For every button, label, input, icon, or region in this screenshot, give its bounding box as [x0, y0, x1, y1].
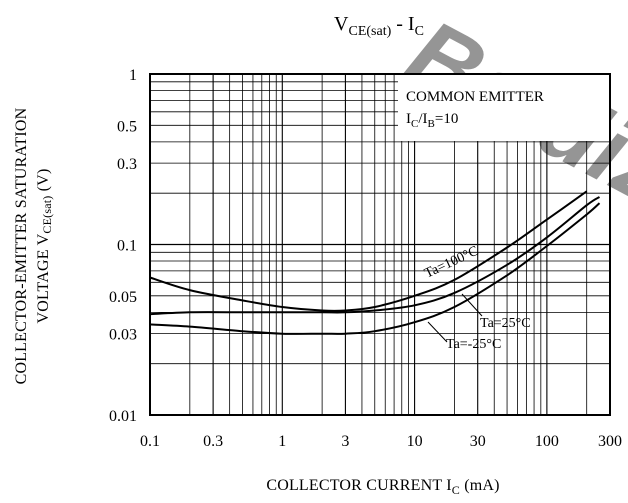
leader-line-ta-neg25 [427, 321, 448, 343]
x-tick-label: 10 [407, 433, 423, 450]
y-axis-title-line2: VOLTAGE VCE(sat) (V) [35, 169, 54, 324]
leader-line-ta-25 [461, 293, 483, 317]
y-tick-label: 0.03 [109, 327, 137, 344]
x-tick-label: 0.1 [140, 433, 160, 450]
series-line-2 [149, 202, 601, 335]
plot-frame [149, 73, 611, 416]
y-tick-label: 0.01 [109, 408, 137, 425]
annotation-common-emitter: COMMON EMITTER [406, 89, 544, 105]
series-line-1 [149, 196, 601, 316]
x-axis-title: COLLECTOR CURRENT IC (mA) [266, 477, 499, 497]
y-tick-label: 0.1 [117, 238, 137, 255]
x-tick-label: 30 [470, 433, 486, 450]
annotation-box [398, 75, 609, 141]
y-tick-label: 0.5 [117, 118, 137, 135]
series-line-0 [149, 190, 588, 312]
series-label-ta-100: Ta=100°C [422, 244, 481, 282]
x-tick-labels: 0.1 0.3 1 3 10 30 100 300 [140, 433, 622, 450]
x-tick-label: 300 [598, 433, 622, 450]
series-label-ta-neg25: Ta=-25°C [446, 337, 501, 352]
y-tick-labels: 0.01 0.03 0.05 0.1 0.3 0.5 1 [109, 67, 137, 425]
y-tick-label: 1 [129, 67, 137, 84]
y-tick-label: 0.05 [109, 289, 137, 306]
series-curves [149, 190, 601, 335]
y-tick-label: 0.3 [117, 156, 137, 173]
x-tick-label: 0.3 [203, 433, 223, 450]
series-label-ta-25: Ta=25°C [480, 316, 531, 331]
chart-title: VCE(sat) - IC [334, 13, 424, 39]
x-tick-label: 1 [278, 433, 286, 450]
x-tick-label: 100 [535, 433, 559, 450]
x-tick-label: 3 [341, 433, 349, 450]
annotation-ratio: IC/IB=10 [406, 111, 458, 130]
y-axis-title-line1: COLLECTOR-EMITTER SATURATION [13, 107, 30, 384]
